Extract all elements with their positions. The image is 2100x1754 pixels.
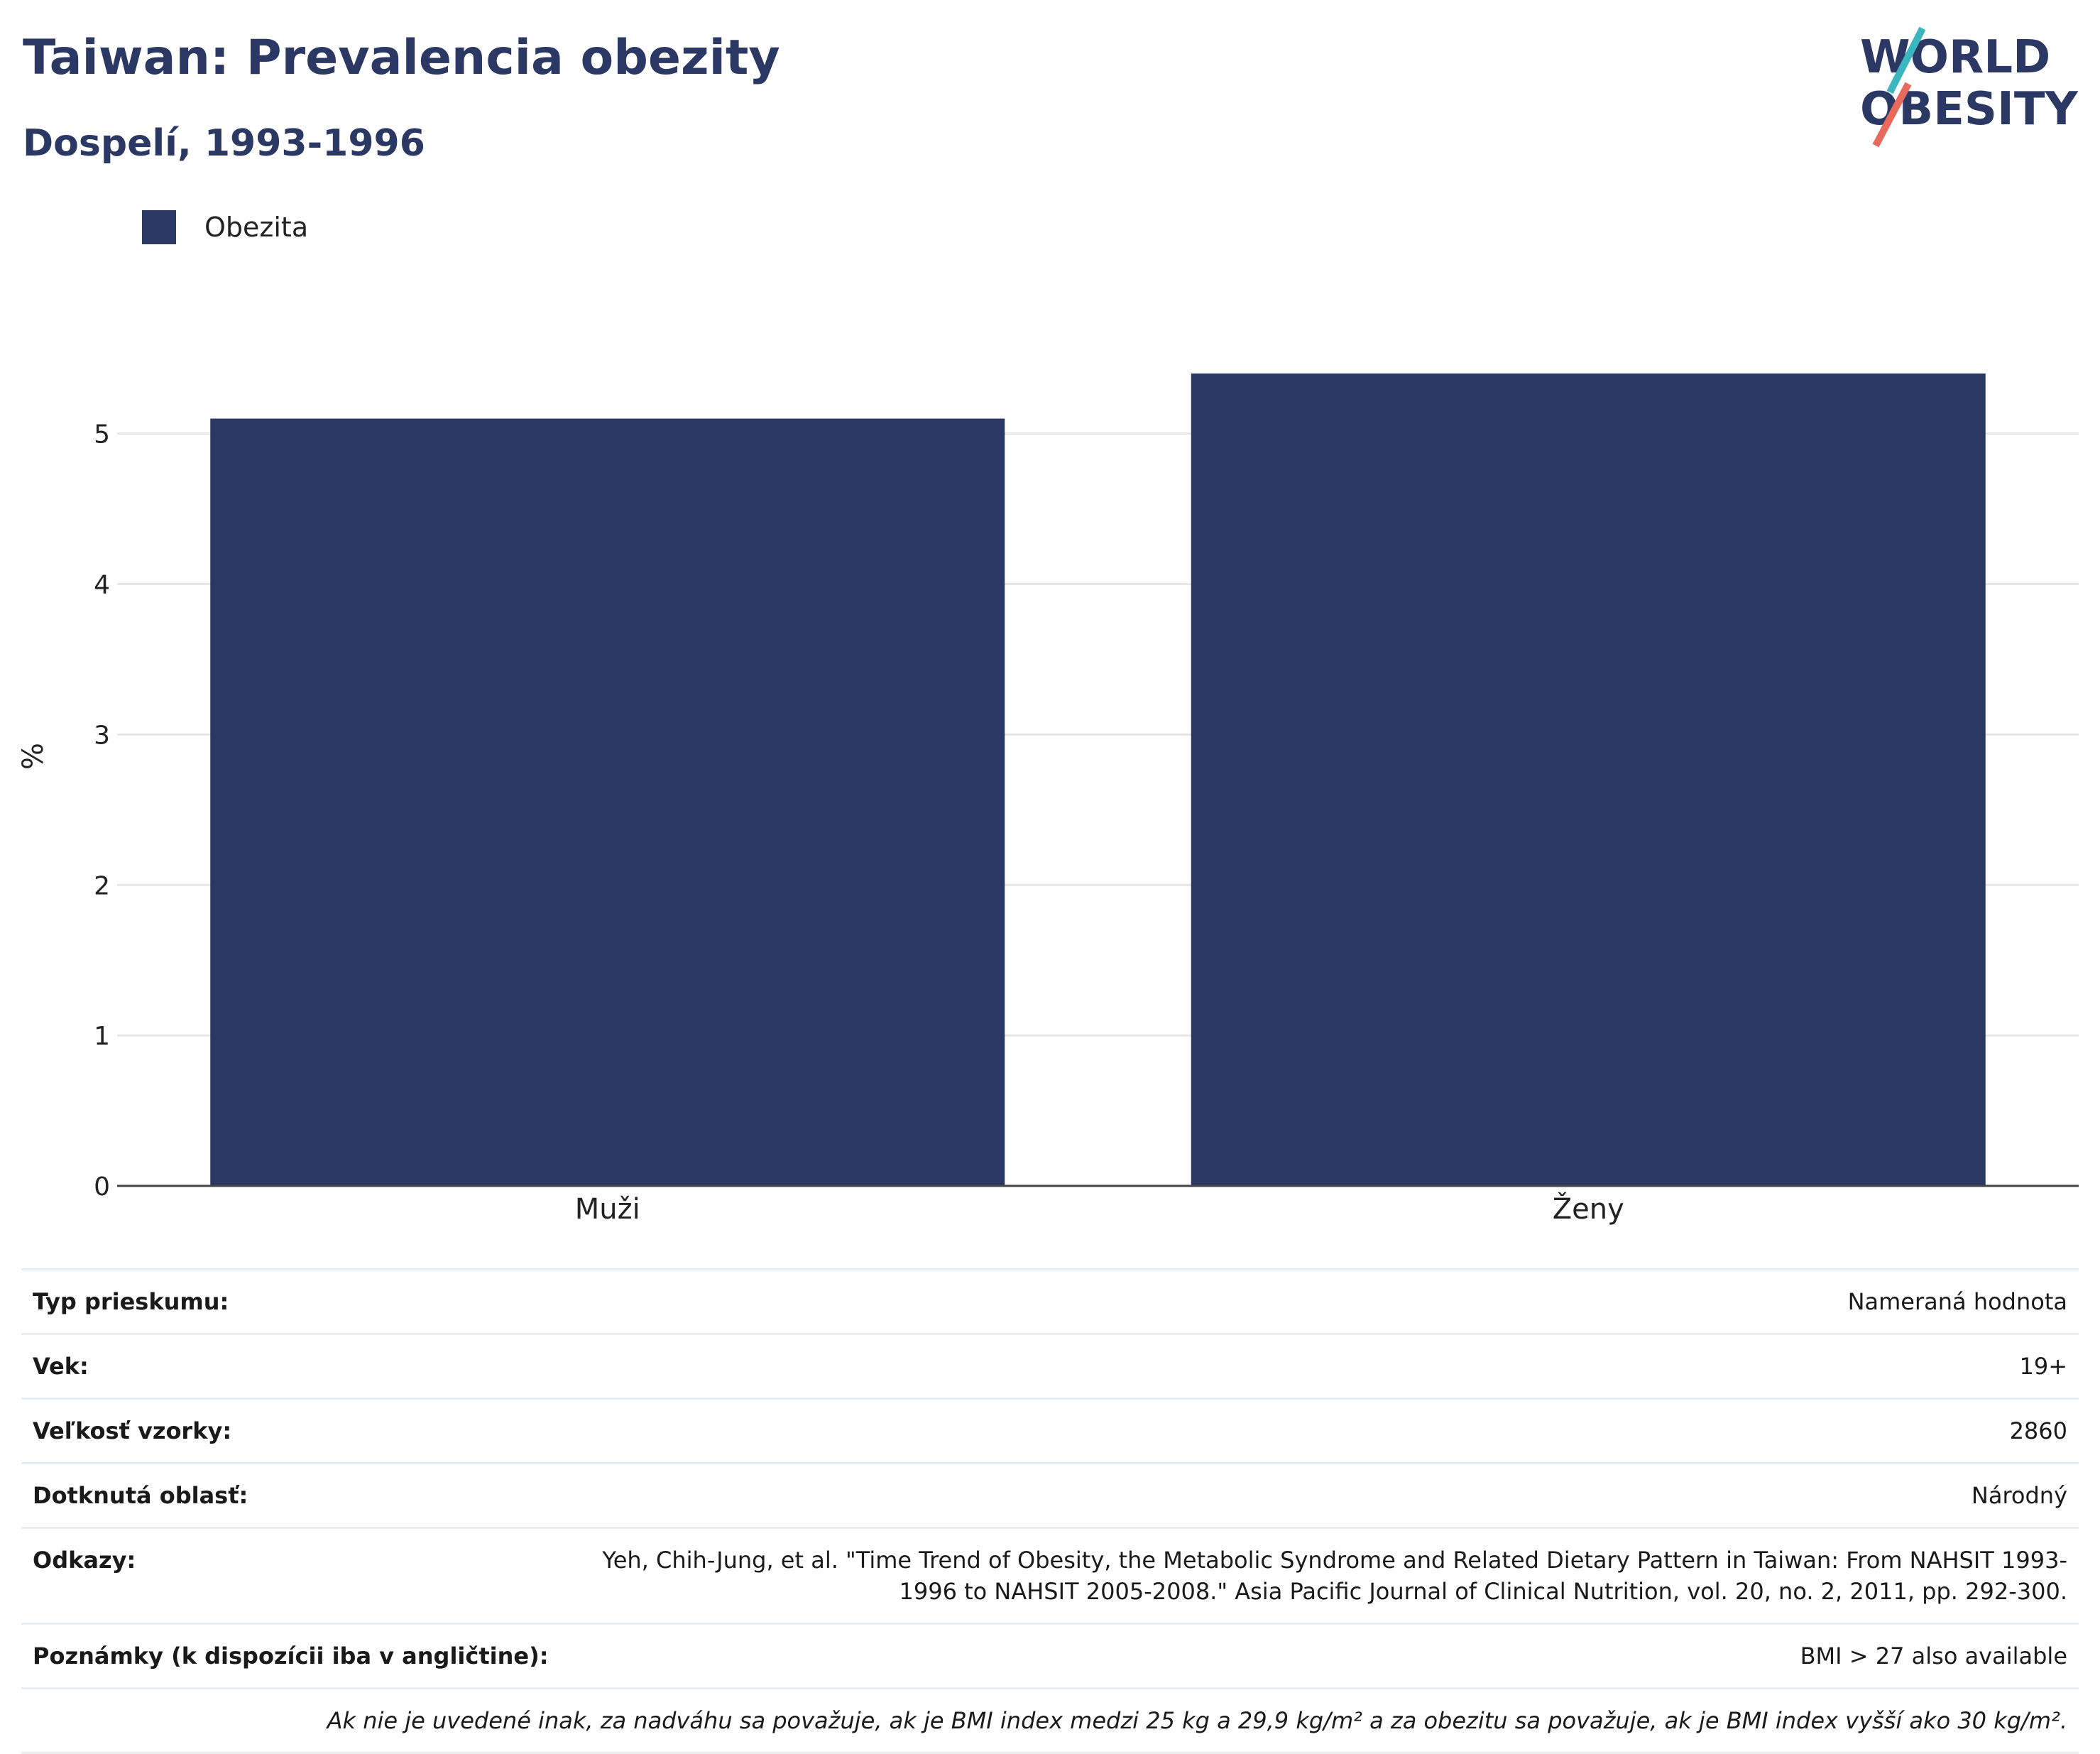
info-row: Veľkosť vzorky: 2860 <box>21 1398 2079 1464</box>
survey-info-table: Typ prieskumu: Nameraná hodnota Vek: 19+ Veľ… <box>21 1268 2079 1754</box>
info-row: Vek: 19+ <box>21 1334 2079 1399</box>
x-tick-labels: Muži Ženy <box>575 1192 1624 1226</box>
y-tick-label: 4 <box>94 571 110 600</box>
bar-1[interactable] <box>1191 373 1986 1187</box>
info-key: Veľkosť vzorky: <box>33 1417 232 1444</box>
info-key: Odkazy: <box>33 1547 136 1574</box>
logo-line1: WORLD <box>1860 31 2050 84</box>
y-axis-label: % <box>17 743 50 770</box>
info-value: 2860 <box>2009 1417 2067 1444</box>
y-tick-labels: 0 1 2 3 4 5 <box>94 420 110 1202</box>
info-key: Typ prieskumu: <box>33 1288 229 1315</box>
y-tick-label: 2 <box>94 871 110 900</box>
x-tick-label: Ženy <box>1553 1192 1624 1226</box>
footnote: Ak nie je uvedené inak, za nadváhu sa po… <box>327 1707 2067 1734</box>
info-row: Dotknutá oblasť: Národný <box>21 1463 2079 1528</box>
info-value: Yeh, Chih-Jung, et al. "Time Trend of Ob… <box>602 1547 2067 1605</box>
bar-0[interactable] <box>210 418 1005 1187</box>
info-key: Dotknutá oblasť: <box>33 1482 248 1509</box>
logo-slash-teal <box>1886 26 1926 94</box>
info-row: Poznámky (k dispozícii iba v angličtine)… <box>21 1623 2079 1689</box>
legend: Obezita <box>142 210 308 244</box>
legend-label: Obezita <box>204 212 309 243</box>
logo-slash-coral <box>1872 82 1912 148</box>
page-title: Taiwan: Prevalencia obezity <box>23 30 780 86</box>
legend-swatch <box>142 210 176 244</box>
footnote-row: Ak nie je uvedené inak, za nadváhu sa po… <box>21 1688 2079 1753</box>
y-tick-label: 1 <box>94 1022 110 1051</box>
info-key: Vek: <box>33 1353 89 1380</box>
info-value: BMI > 27 also available <box>1800 1643 2067 1669</box>
info-row: Odkazy: Yeh, Chih-Jung, et al. "Time Tren… <box>21 1527 2079 1624</box>
info-value: 19+ <box>2019 1353 2067 1380</box>
info-value: Nameraná hodnota <box>1847 1288 2067 1315</box>
world-obesity-logo: WORLD OBESITY <box>1860 26 2078 148</box>
bar-chart: 0 1 2 3 4 5 Muži Ženy % <box>17 373 2079 1226</box>
info-value: Národný <box>1971 1482 2067 1509</box>
info-key: Poznámky (k dispozícii iba v angličtine)… <box>33 1643 549 1669</box>
y-tick-label: 3 <box>94 721 110 750</box>
info-row: Typ prieskumu: Nameraná hodnota <box>21 1269 2079 1334</box>
x-tick-label: Muži <box>575 1193 640 1226</box>
bars <box>210 373 1986 1187</box>
y-tick-label: 5 <box>94 420 110 450</box>
page-subtitle: Dospelí, 1993-1996 <box>23 122 425 165</box>
y-tick-label: 0 <box>94 1172 110 1202</box>
